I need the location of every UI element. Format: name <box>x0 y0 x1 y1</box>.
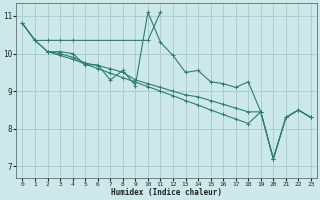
X-axis label: Humidex (Indice chaleur): Humidex (Indice chaleur) <box>111 188 222 197</box>
